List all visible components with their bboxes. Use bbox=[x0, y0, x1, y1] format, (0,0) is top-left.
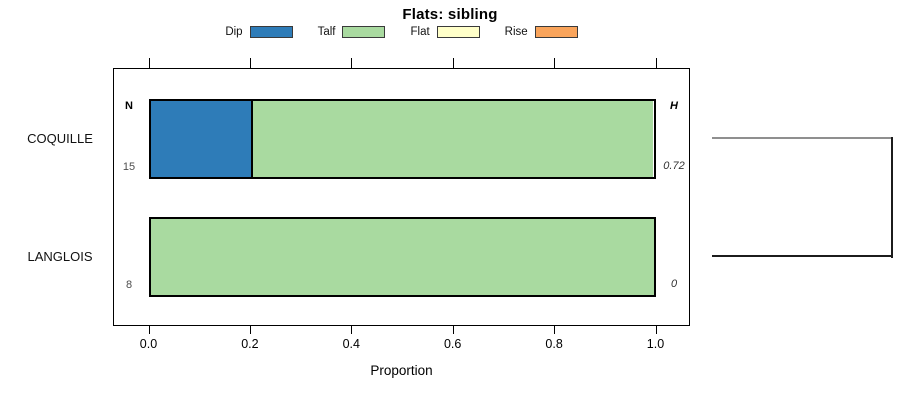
cluster-bracket-top-line bbox=[712, 137, 893, 139]
bar-segment-talf bbox=[251, 101, 654, 177]
x-tick-top bbox=[249, 58, 251, 68]
legend-item-flat: Flat bbox=[410, 26, 480, 38]
x-tick-label: 1.0 bbox=[646, 337, 665, 351]
legend-swatch-dip bbox=[249, 26, 293, 38]
x-tick-bottom bbox=[249, 326, 251, 334]
legend-label: Rise bbox=[504, 26, 528, 38]
cluster-bracket-vertical-line bbox=[891, 137, 893, 258]
x-tick-label: 0.4 bbox=[342, 337, 360, 351]
plot-box bbox=[113, 68, 690, 326]
x-tick-top bbox=[351, 58, 353, 68]
stacked-bar-coquille bbox=[148, 99, 656, 179]
bar-segment-dip bbox=[150, 101, 252, 177]
stacked-bar-langlois bbox=[148, 216, 656, 297]
legend-item-dip: Dip bbox=[225, 26, 293, 38]
x-tick-top bbox=[148, 58, 150, 68]
legend-label: Talf bbox=[317, 26, 336, 38]
legend-item-rise: Rise bbox=[505, 26, 578, 38]
legend-item-talf: Talf bbox=[318, 26, 386, 38]
chart-title: Flats: sibling bbox=[402, 6, 498, 23]
h-value: 0.72 bbox=[663, 160, 685, 172]
legend-label: Flat bbox=[410, 26, 430, 38]
x-tick-bottom bbox=[452, 326, 454, 334]
x-axis-label: Proportion bbox=[370, 363, 433, 378]
bar-segment-talf bbox=[150, 218, 654, 295]
x-tick-bottom bbox=[148, 326, 150, 334]
x-tick-bottom bbox=[655, 326, 657, 334]
x-tick-label: 0.8 bbox=[545, 337, 563, 351]
x-tick-bottom bbox=[351, 326, 353, 334]
n-column-header: N bbox=[125, 100, 133, 112]
legend-label: Dip bbox=[225, 26, 243, 38]
x-tick-top bbox=[655, 58, 657, 68]
legend-swatch-talf bbox=[342, 26, 386, 38]
x-tick-label: 0.2 bbox=[241, 337, 259, 351]
n-value: 15 bbox=[122, 161, 136, 173]
x-tick-top bbox=[554, 58, 556, 68]
x-tick-label: 0.0 bbox=[139, 337, 158, 351]
x-tick-top bbox=[452, 58, 454, 68]
legend-swatch-flat bbox=[436, 26, 480, 38]
n-value: 8 bbox=[125, 278, 133, 291]
category-label-langlois: LANGLOIS bbox=[27, 248, 93, 264]
h-value: 0 bbox=[670, 277, 678, 290]
cluster-bracket-bottom-line bbox=[712, 255, 893, 257]
legend: Dip Talf Flat Rise bbox=[113, 26, 690, 38]
h-column-header: H bbox=[670, 100, 678, 112]
x-tick-label: 0.6 bbox=[443, 337, 462, 351]
category-label-coquille: COQUILLE bbox=[27, 131, 93, 146]
x-tick-bottom bbox=[554, 326, 556, 334]
legend-swatch-rise bbox=[534, 26, 578, 38]
